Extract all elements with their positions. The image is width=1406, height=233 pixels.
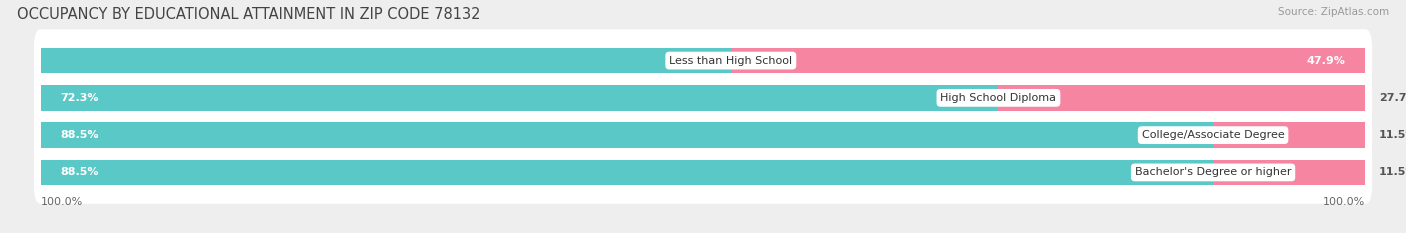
Bar <box>731 48 1365 73</box>
Text: 47.9%: 47.9% <box>1306 56 1346 65</box>
Text: OCCUPANCY BY EDUCATIONAL ATTAINMENT IN ZIP CODE 78132: OCCUPANCY BY EDUCATIONAL ATTAINMENT IN Z… <box>17 7 481 22</box>
Bar <box>41 85 998 110</box>
Text: 100.0%: 100.0% <box>1323 197 1365 207</box>
FancyBboxPatch shape <box>34 141 1372 204</box>
FancyBboxPatch shape <box>34 67 1372 129</box>
Text: 11.5%: 11.5% <box>1379 168 1406 177</box>
Text: 52.1%: 52.1% <box>666 56 704 65</box>
Bar <box>1213 123 1365 148</box>
Bar <box>41 48 731 73</box>
Text: Source: ZipAtlas.com: Source: ZipAtlas.com <box>1278 7 1389 17</box>
Text: 11.5%: 11.5% <box>1379 130 1406 140</box>
Text: 72.3%: 72.3% <box>60 93 98 103</box>
Text: 88.5%: 88.5% <box>60 168 98 177</box>
Text: High School Diploma: High School Diploma <box>941 93 1056 103</box>
FancyBboxPatch shape <box>34 104 1372 166</box>
Text: Bachelor's Degree or higher: Bachelor's Degree or higher <box>1135 168 1291 177</box>
Text: 27.7%: 27.7% <box>1379 93 1406 103</box>
Text: College/Associate Degree: College/Associate Degree <box>1142 130 1285 140</box>
Bar <box>41 123 1213 148</box>
FancyBboxPatch shape <box>34 29 1372 92</box>
Text: Less than High School: Less than High School <box>669 56 793 65</box>
Bar <box>1213 160 1365 185</box>
Text: 88.5%: 88.5% <box>60 130 98 140</box>
Bar <box>998 85 1365 110</box>
Text: 100.0%: 100.0% <box>41 197 83 207</box>
Bar <box>41 160 1213 185</box>
